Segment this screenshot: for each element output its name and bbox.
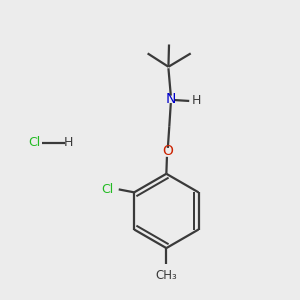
- Text: CH₃: CH₃: [155, 269, 177, 282]
- Text: Cl: Cl: [101, 183, 113, 196]
- Text: N: N: [166, 92, 176, 106]
- Text: Cl: Cl: [28, 136, 40, 149]
- Text: O: O: [162, 145, 173, 158]
- Text: H: H: [64, 136, 73, 149]
- Text: H: H: [192, 94, 202, 107]
